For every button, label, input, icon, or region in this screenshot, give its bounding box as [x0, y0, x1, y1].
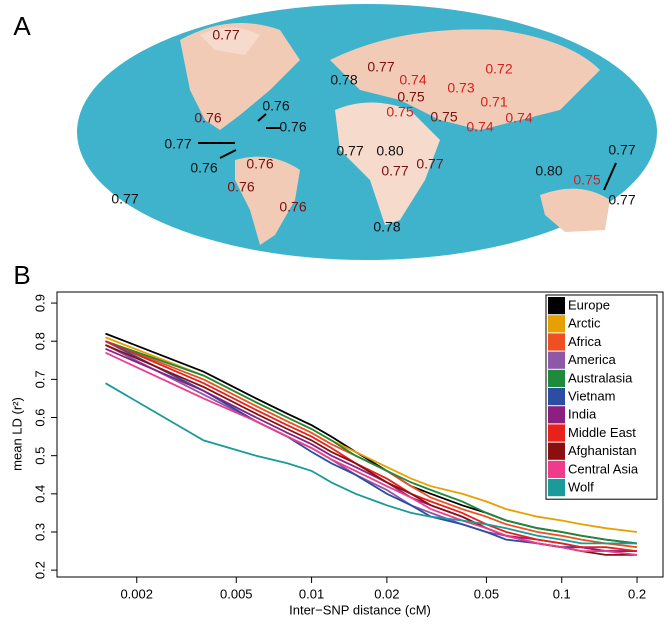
connector	[257, 113, 267, 122]
legend-swatch	[548, 424, 565, 442]
map-label: 0.75	[430, 109, 457, 125]
y-tick-label: 0.9	[32, 294, 47, 312]
plot-frame	[56, 291, 664, 578]
south-america	[235, 156, 300, 245]
map-label: 0.76	[246, 156, 273, 172]
map-label: 0.74	[399, 72, 426, 88]
map-label: 0.75	[397, 89, 424, 105]
australia	[540, 188, 610, 232]
y-tick-label: 0.6	[32, 408, 47, 426]
eurasia	[330, 29, 600, 130]
north-america	[180, 22, 300, 131]
series-line	[105, 340, 638, 552]
y-tick-label: 0.8	[32, 332, 47, 350]
map-label: 0.72	[485, 61, 512, 77]
y-tick-label: 0.4	[32, 485, 47, 503]
series-line	[105, 351, 638, 556]
connector	[603, 162, 617, 191]
legend-swatch	[548, 333, 565, 351]
legend-swatch	[548, 315, 565, 333]
legend-label: Europe	[568, 298, 610, 313]
x-tick-label: 0.002	[120, 586, 153, 601]
map-label: 0.77	[111, 191, 138, 207]
world-map	[77, 4, 657, 260]
legend-swatch	[548, 442, 565, 460]
panel-label: A	[13, 11, 31, 41]
legend-label: Africa	[568, 334, 602, 349]
x-tick-label: 0.05	[474, 586, 499, 601]
legend-label: Middle East	[568, 425, 636, 440]
y-tick-label: 0.7	[32, 370, 47, 388]
africa	[335, 102, 440, 225]
map-label: 0.76	[194, 110, 221, 126]
legend-swatch	[548, 388, 565, 406]
y-axis-label: mean LD (r²)	[9, 397, 24, 471]
series-line	[105, 340, 638, 549]
legend-swatch	[548, 460, 565, 478]
legend-label: America	[568, 352, 616, 367]
x-axis-label: Inter−SNP distance (cM)	[289, 602, 431, 617]
x-tick-label: 0.1	[553, 586, 571, 601]
legend-label: Central Asia	[568, 461, 639, 476]
x-tick-label: 0.01	[299, 586, 324, 601]
map-label: 0.73	[447, 80, 474, 96]
panel-label: B	[13, 260, 30, 290]
series-line	[105, 382, 637, 545]
map-label: 0.77	[336, 143, 363, 159]
legend-swatch	[548, 351, 565, 369]
legend-label: Wolf	[568, 480, 594, 495]
map-label: 0.80	[535, 163, 562, 179]
map-label: 0.77	[212, 27, 239, 43]
map-label: 0.77	[416, 156, 443, 172]
map-label: 0.77	[367, 59, 394, 75]
legend-label: India	[568, 407, 597, 422]
series-line	[105, 340, 638, 545]
map-label: 0.76	[262, 98, 289, 114]
legend-label: Vietnam	[568, 389, 615, 404]
x-tick-label: 0.2	[628, 586, 646, 601]
map-label: 0.75	[386, 104, 413, 120]
legend-label: Australasia	[568, 370, 633, 385]
map-label: 0.71	[480, 94, 507, 110]
map-label: 0.77	[608, 192, 635, 208]
legend-label: Arctic	[568, 316, 601, 331]
x-tick-label: 0.02	[374, 586, 399, 601]
y-tick-label: 0.3	[32, 523, 47, 541]
y-tick-label: 0.5	[32, 447, 47, 465]
greenland	[200, 27, 260, 55]
connector	[219, 149, 237, 159]
map-label: 0.77	[608, 142, 635, 158]
legend-swatch	[548, 369, 565, 387]
map-label: 0.74	[505, 110, 532, 126]
map-label: 0.77	[164, 136, 191, 152]
map-label: 0.78	[330, 72, 357, 88]
map-label: 0.76	[279, 119, 306, 135]
map-label: 0.76	[227, 179, 254, 195]
y-tick-label: 0.2	[32, 561, 47, 579]
legend-swatch	[548, 406, 565, 424]
x-tick-label: 0.005	[220, 586, 253, 601]
map-label: 0.76	[279, 199, 306, 215]
legend-swatch	[548, 479, 565, 497]
map-label: 0.76	[190, 160, 217, 176]
legend-label: Afghanistan	[568, 443, 637, 458]
map-label: 0.75	[573, 172, 600, 188]
map-label: 0.80	[376, 143, 403, 159]
map-label: 0.77	[381, 163, 408, 179]
map-label: 0.74	[466, 119, 493, 135]
map-label: 0.78	[373, 219, 400, 235]
legend-swatch	[548, 297, 565, 315]
